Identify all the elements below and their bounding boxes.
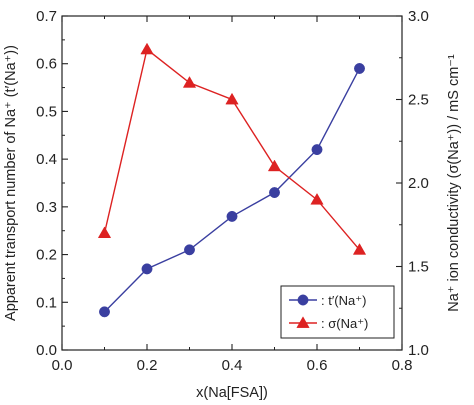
left-y-tick-label: 0.1 — [36, 294, 57, 311]
series-1 — [99, 63, 365, 318]
legend-swatch-marker — [296, 316, 310, 328]
right-y-tick-label: 2.0 — [408, 175, 429, 192]
right-y-tick-label: 2.5 — [408, 92, 429, 109]
series-2-point — [352, 243, 367, 255]
left-y-tick-label: 0.5 — [36, 103, 57, 120]
series-1-line — [104, 68, 361, 313]
left-y-tick-label: 0.6 — [36, 56, 57, 73]
legend-entry: : σ(Na⁺) — [289, 316, 368, 331]
series-2-point — [97, 226, 112, 238]
right-y-tick-label: 1.5 — [408, 259, 429, 276]
right-y-tick-label: 1.0 — [408, 342, 429, 359]
legend-box — [280, 285, 395, 339]
legend-label: : σ(Na⁺) — [321, 316, 368, 331]
left-y-tick-label: 0.7 — [36, 8, 57, 25]
legend-label: : t′(Na⁺) — [321, 293, 366, 308]
series-2-point — [140, 42, 154, 55]
series-1-point — [311, 144, 323, 156]
legend-entry: : t′(Na⁺) — [289, 293, 366, 308]
left-y-tick-label: 0.0 — [36, 342, 57, 359]
series-2 — [97, 42, 367, 255]
left-y-tick-label: 0.3 — [36, 199, 57, 216]
x-tick-label: 0.0 — [52, 357, 73, 374]
series-1-point — [354, 63, 365, 74]
legend-swatch-marker — [297, 294, 309, 306]
x-tick-label: 0.4 — [222, 357, 243, 374]
series-1-point — [184, 244, 195, 256]
left-y-tick-label: 0.2 — [36, 247, 57, 264]
left-y-tick-label: 0.4 — [36, 151, 57, 168]
left-y-axis-title: Apparent transport number of Na⁺ (t′(Na⁺… — [3, 45, 19, 321]
x-tick-label: 0.2 — [137, 357, 158, 374]
right-y-axis-title: Na⁺ ion conductivity (σ(Na⁺)) / mS cm⁻¹ — [446, 54, 462, 312]
x-axis-title: x(Na[FSA]) — [196, 385, 268, 401]
x-tick-label: 0.8 — [392, 357, 413, 374]
x-tick-label: 0.6 — [307, 357, 328, 374]
series-1-point — [226, 210, 238, 222]
series-2-point — [267, 159, 282, 172]
right-y-tick-label: 3.0 — [408, 8, 429, 25]
series-2-point — [310, 192, 324, 205]
series-2-point — [225, 92, 239, 105]
series-1-point — [269, 187, 280, 198]
series-1-point — [99, 306, 110, 318]
series-1-point — [141, 263, 153, 275]
series-2-point — [182, 76, 197, 88]
